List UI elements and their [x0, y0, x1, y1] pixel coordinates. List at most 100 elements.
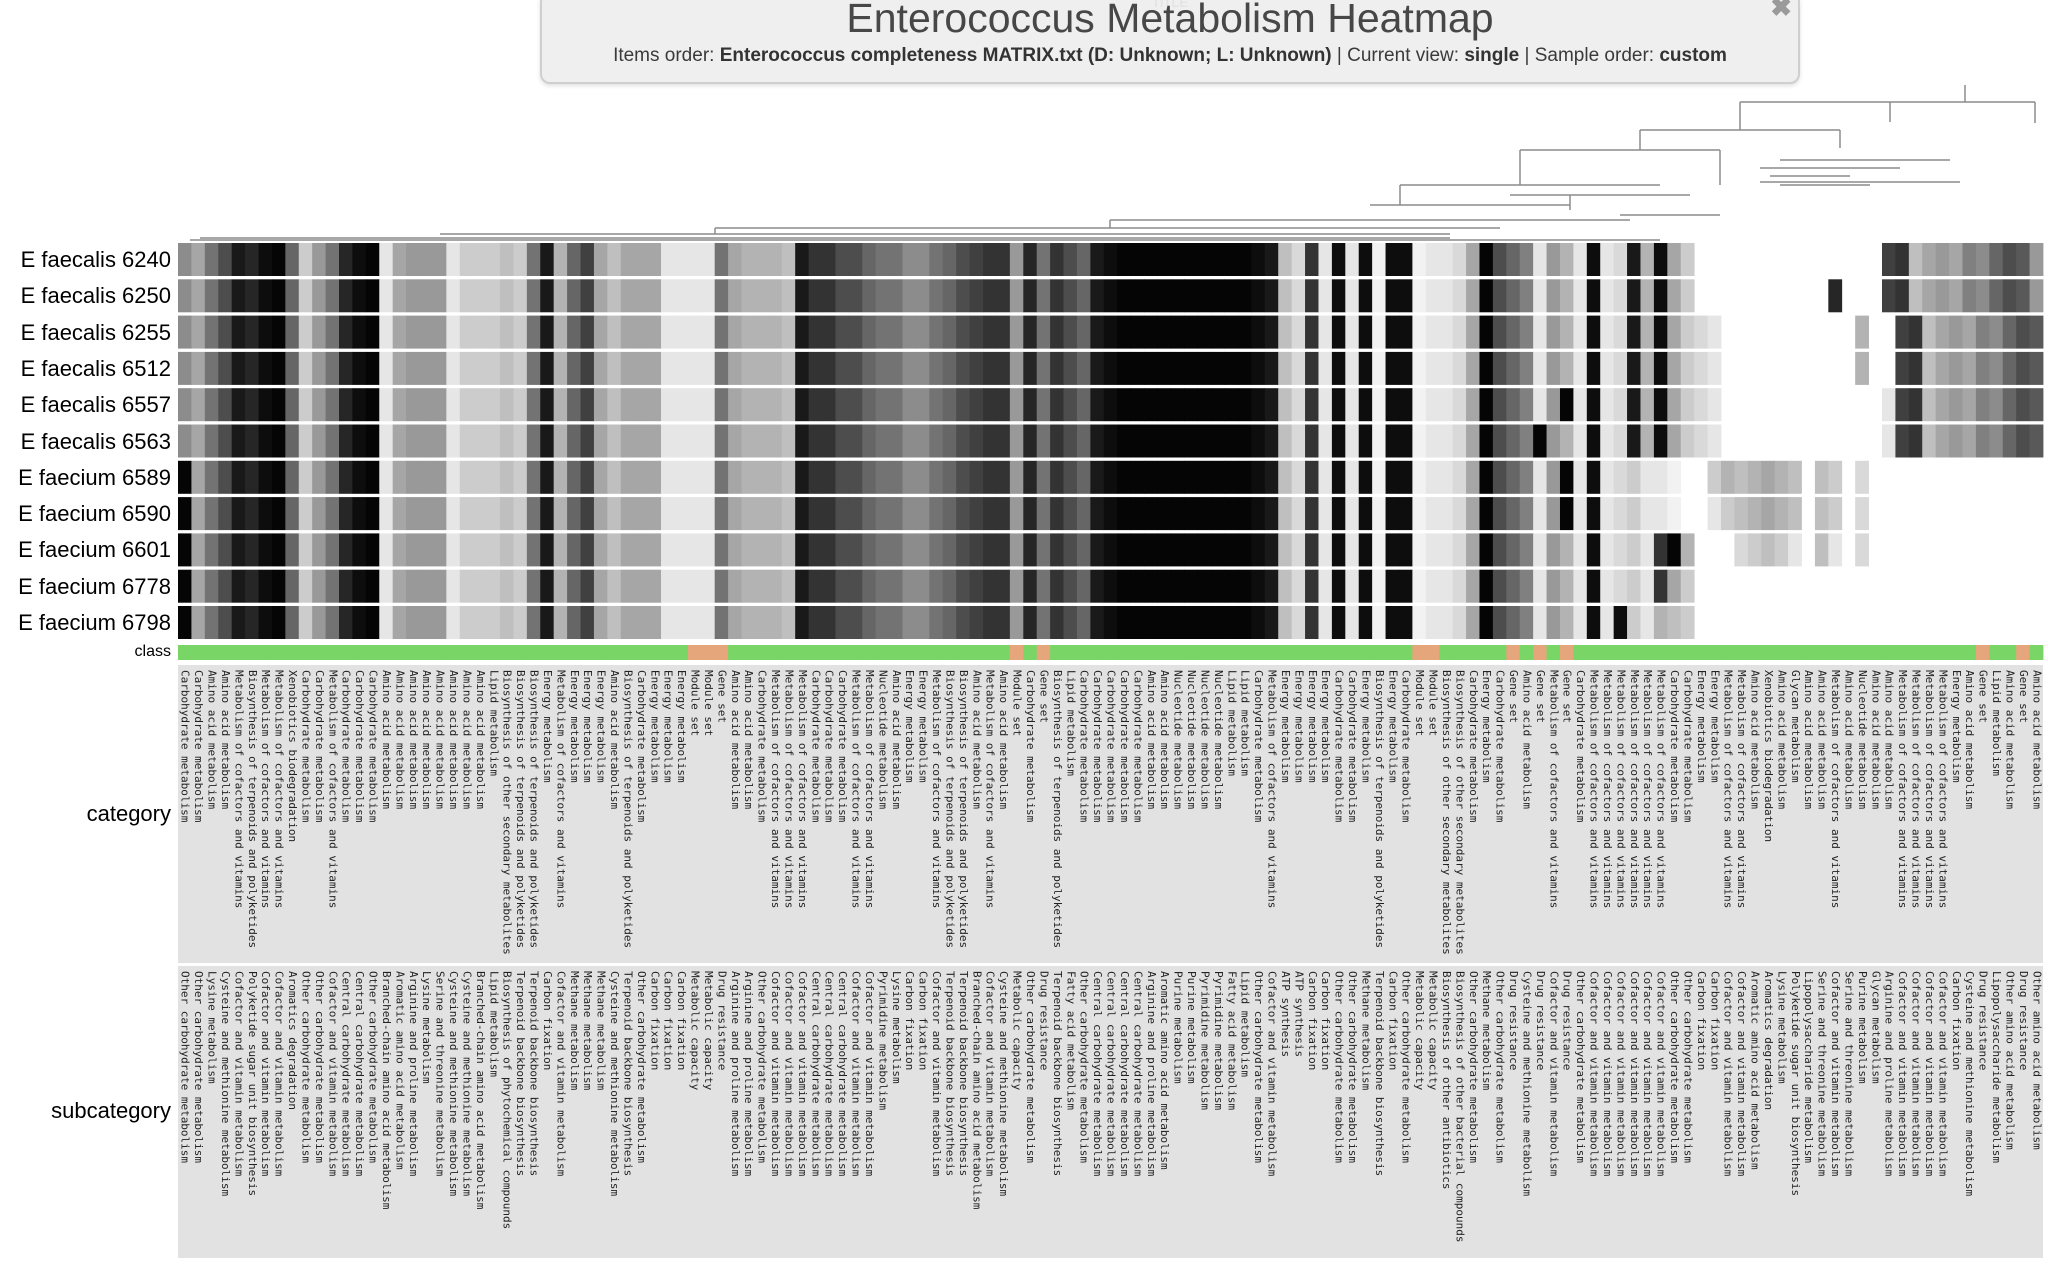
heatmap-cell	[1251, 497, 1266, 531]
subcategory-tick-label: Terpenoid backbone biosynthesis	[1051, 971, 1064, 1176]
heatmap-cell	[1050, 569, 1064, 603]
heatmap-cell	[1667, 606, 1682, 639]
category-tick-label: Metabolism of cofactors and vitamins	[796, 670, 809, 908]
heatmap-cell	[808, 388, 823, 422]
class-bar-cell	[1761, 645, 1776, 660]
heatmap-cell	[231, 351, 246, 385]
heatmap-cell	[312, 533, 326, 567]
subcategory-tick-label: Other carbohydrate metabolism	[1494, 971, 1507, 1163]
heatmap-cell	[1989, 315, 2004, 349]
category-tick-label: Energy metabolism	[541, 670, 554, 783]
subcategory-tick-label: Cysteine and methionine metabolism	[447, 971, 460, 1197]
heatmap-cell	[1023, 569, 1038, 603]
heatmap-cell	[661, 279, 675, 313]
heatmap-cell	[1908, 388, 1923, 422]
heatmap-cell	[406, 351, 420, 385]
heatmap-cell	[1412, 424, 1427, 458]
heatmap-cell	[1036, 497, 1051, 531]
heatmap-cell	[1653, 351, 1668, 385]
heatmap-cell	[1050, 533, 1064, 567]
heatmap-cell	[339, 351, 353, 385]
category-tick-label: Carbohydrate metabolism	[1494, 670, 1507, 823]
heatmap-cell	[862, 460, 877, 494]
heatmap-cell	[1640, 569, 1655, 603]
heatmap-cell	[1573, 606, 1588, 639]
heatmap-cell	[1076, 315, 1091, 349]
heatmap-cell	[1573, 351, 1588, 385]
subcategory-tick-label: Drug resistance	[1561, 971, 1574, 1070]
category-tick-label: Metabolism of cofactors and vitamins	[1601, 670, 1614, 908]
class-bar-cell	[1613, 645, 1628, 660]
heatmap-cell	[768, 351, 783, 385]
heatmap-cell	[2016, 279, 2030, 313]
heatmap-cell	[258, 243, 273, 276]
heatmap-cell	[1170, 388, 1185, 422]
heatmap-cell	[1197, 460, 1212, 494]
heatmap-cell	[983, 351, 997, 385]
heatmap-cell	[258, 351, 273, 385]
heatmap-cell	[1506, 606, 1521, 639]
heatmap-cell	[339, 243, 353, 276]
close-icon[interactable]: ✖	[1770, 0, 1792, 22]
heatmap-cell	[1627, 351, 1641, 385]
heatmap-cell	[875, 388, 890, 422]
heatmap-cell	[674, 497, 689, 531]
heatmap-cell	[634, 497, 649, 531]
category-tick-label: Module set	[702, 670, 715, 736]
subcategory-tick-label: Cofactor and vitamin metabolism	[273, 971, 286, 1177]
heatmap-cell	[1828, 460, 1843, 494]
heatmap-cell	[1385, 606, 1400, 639]
heatmap-cell	[1546, 569, 1561, 603]
category-tick-label: Amino acid metabolism	[997, 670, 1010, 809]
class-bar-cell	[419, 645, 434, 660]
class-bar-cell	[1600, 645, 1615, 660]
heatmap-cell	[2016, 243, 2030, 276]
heatmap-cell	[1358, 569, 1373, 603]
heatmap-cell	[419, 460, 434, 494]
heatmap-cell	[1050, 279, 1064, 313]
heatmap-cell	[1881, 388, 1896, 422]
heatmap-cell	[835, 424, 850, 458]
heatmap-cell	[1385, 279, 1400, 313]
category-tick-label: Amino acid metabolism	[1520, 670, 1533, 809]
heatmap-cell	[540, 388, 555, 422]
row-label: E faecalis 6250	[20, 283, 171, 309]
heatmap-cell	[258, 533, 273, 567]
heatmap-cell	[379, 424, 394, 458]
subcategory-tick-label: Lysine metabolism	[206, 971, 219, 1084]
heatmap-cell	[754, 279, 769, 313]
heatmap-cell	[1613, 606, 1628, 639]
heatmap-cell	[1264, 351, 1279, 385]
heatmap-cell	[1653, 497, 1668, 531]
subcategory-tick-label: Fatty acid metabolism	[1225, 971, 1238, 1110]
row-label: E faecium 6798	[18, 610, 171, 635]
heatmap-cell	[714, 606, 729, 639]
heatmap-cell	[1895, 243, 1910, 276]
heatmap-cell	[969, 243, 984, 276]
heatmap-cell	[848, 424, 863, 458]
heatmap-cell	[513, 569, 528, 603]
heatmap-cell	[1036, 388, 1051, 422]
heatmap-cell	[392, 497, 407, 531]
class-bar-cell	[1398, 645, 1413, 660]
heatmap-cell	[500, 388, 514, 422]
heatmap-cell	[1076, 533, 1091, 567]
class-bar-cell	[1076, 645, 1091, 660]
heatmap-cell	[271, 243, 286, 276]
heatmap-cell	[996, 351, 1011, 385]
heatmap-cell	[1251, 351, 1266, 385]
heatmap-cell	[1412, 497, 1427, 531]
category-tick-label: Carbohydrate metabolism	[836, 670, 849, 823]
heatmap-cell	[1533, 569, 1547, 603]
class-bar-cell	[446, 645, 461, 660]
heatmap-cell	[902, 243, 917, 276]
class-bar-cell	[1103, 645, 1118, 660]
heatmap-cell	[1989, 424, 2004, 458]
heatmap-cell	[1425, 460, 1440, 494]
heatmap-cell	[298, 351, 313, 385]
heatmap-cell	[1935, 243, 1950, 276]
category-tick-label: Amino acid metabolism	[206, 670, 219, 809]
heatmap-cell	[607, 243, 622, 276]
heatmap-cell	[1989, 279, 2004, 313]
heatmap-cell	[1492, 569, 1507, 603]
